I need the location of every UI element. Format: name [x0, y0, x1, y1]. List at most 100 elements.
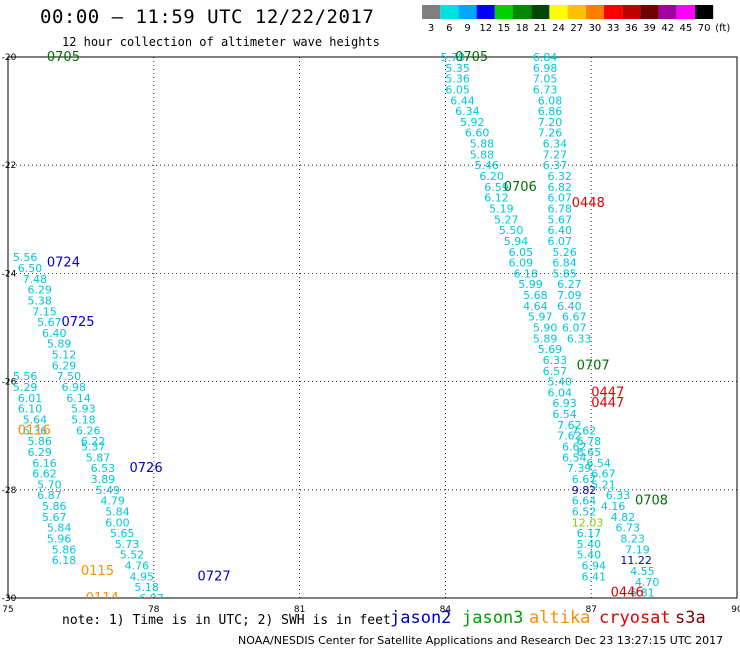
page-subtitle: 12 hour collection of altimeter wave hei…	[62, 35, 380, 49]
track-pass-label: 0724	[47, 256, 80, 271]
swh-value-label: 6.36	[23, 424, 48, 437]
swh-value-label: 6.09	[509, 257, 533, 270]
colorbar-swatch	[658, 5, 677, 19]
swh-value-label: 6.78	[577, 435, 602, 448]
swh-value-label: 5.97	[528, 311, 553, 324]
swh-value-label: 7.20	[538, 116, 563, 129]
track-pass-label: 0706	[504, 180, 537, 195]
swh-value-label: 4.68	[159, 635, 184, 648]
track-pass-label: 0705	[47, 50, 80, 65]
color-scale-bar: 3 6 9 12 15 18 21 24 27 30 33 36 39 42 45 70 (ft)	[422, 5, 730, 34]
swh-value-label: 5.21	[591, 478, 616, 491]
track-pass-label: 0447	[591, 396, 624, 411]
swh-value-label: 6.16	[32, 457, 57, 470]
swh-value-label: 6.32	[547, 170, 572, 183]
swh-value-label: 6.82	[547, 181, 572, 194]
colorbar-tick-label: 12	[479, 23, 492, 34]
track-pass-label: 0116	[18, 423, 51, 438]
footer-credit: NOAA/NESDIS Center for Satellite Applica…	[238, 634, 724, 647]
swh-value-label: 7.62	[572, 424, 597, 437]
colorbar-swatch	[676, 5, 695, 19]
swh-value-label: 5.87	[86, 451, 111, 464]
swh-value-label: 5.86	[42, 500, 67, 513]
y-tick-label: -28	[2, 486, 17, 496]
swh-value-label: 5.49	[95, 484, 120, 497]
swh-value-label: 5.69	[538, 343, 563, 356]
swh-value-label: 6.05	[445, 83, 470, 96]
swh-value-label: 6.93	[552, 397, 577, 410]
track-pass-label: 0708	[635, 494, 668, 509]
swh-value-label: 7.39	[567, 462, 592, 475]
swh-value-label: 5.19	[489, 202, 514, 215]
swh-value-label: 6.34	[543, 138, 568, 151]
track-pass-label: 0707	[577, 358, 610, 373]
colorbar-tick-label: 30	[589, 23, 602, 34]
colorbar-tick-label: 21	[534, 23, 547, 34]
swh-value-label: 6.10	[18, 403, 43, 416]
swh-value-label: 11.22	[620, 554, 652, 567]
swh-value-label: 6.81	[630, 587, 655, 600]
swh-value-label: 6.07	[547, 235, 572, 248]
swh-value-label: 5.96	[47, 532, 72, 545]
colorbar-tick-label: 39	[643, 23, 656, 34]
swh-value-label: 6.73	[533, 83, 558, 96]
swh-value-label: 3.89	[91, 473, 116, 486]
legend-jason2: jason2	[390, 608, 452, 628]
track-pass-label: 0448	[572, 196, 605, 211]
swh-value-label: 5.94	[504, 235, 528, 248]
swh-value-label: 6.40	[547, 224, 572, 237]
swh-value-label: 5.99	[518, 278, 543, 291]
swh-value-label: 6.65	[577, 446, 602, 459]
swh-value-label: 6.33	[567, 332, 592, 345]
swh-value-label: 5.29	[13, 381, 38, 394]
colorbar-swatch	[567, 5, 586, 19]
swh-value-label: 6.01	[18, 392, 43, 405]
swh-value-label: 4.70	[635, 576, 660, 589]
swh-value-label: 6.08	[538, 94, 563, 107]
x-tick-label: 78	[148, 605, 160, 615]
track-pass-label: 0705	[455, 50, 488, 65]
track-pass-label: 0114	[86, 591, 119, 606]
swh-value-label: 6.87	[37, 489, 62, 502]
swh-value-label: 8.23	[620, 532, 645, 545]
swh-value-label: 6.07	[547, 192, 572, 205]
swh-value-label: 6.78	[547, 202, 572, 215]
colorbar-swatch	[513, 5, 532, 19]
swh-value-label: 5.35	[445, 62, 470, 75]
swh-value-label: 6.29	[27, 284, 52, 297]
x-tick-label: 81	[294, 605, 305, 615]
swh-value-label: 6.17	[577, 527, 602, 540]
swh-value-label: 6.98	[533, 62, 558, 75]
colorbar-swatch	[494, 5, 513, 19]
swh-value-label: 6.34	[455, 105, 480, 118]
swh-value-label: 6.84	[533, 51, 558, 64]
track-pass-label: 0115	[81, 564, 114, 579]
x-tick-label: 75	[2, 605, 13, 615]
swh-value-label: 5.92	[460, 116, 485, 129]
swh-value-label: 7.62	[557, 430, 582, 443]
swh-value-label: 5.40	[577, 538, 602, 551]
swh-value-label: 5.70	[37, 478, 62, 491]
swh-value-label: 6.05	[509, 246, 533, 259]
map-frame	[7, 56, 738, 599]
swh-value-label: 5.50	[499, 224, 524, 237]
colorbar-tick-label: 70	[698, 23, 711, 34]
y-tick-label: -20	[2, 53, 17, 63]
swh-value-label: 5.12	[52, 349, 77, 362]
swh-value-label: 6.33	[543, 354, 568, 367]
colorbar-tick-label: 24	[552, 23, 565, 34]
swh-value-label: 6.57	[543, 365, 568, 378]
swh-value-label: 5.18	[134, 581, 159, 594]
x-tick-label: 84	[440, 605, 452, 615]
colorbar-swatch	[549, 5, 568, 19]
swh-value-label: 5.88	[470, 138, 495, 151]
page-title: 00:00 — 11:59 UTC 12/22/2017	[40, 6, 375, 28]
swh-value-label: 6.22	[81, 435, 106, 448]
colorbar-tick-label: 3	[428, 23, 434, 34]
swh-value-label: 6.54	[552, 408, 577, 421]
swh-value-label: 5.79	[441, 51, 466, 64]
y-tick-label: -22	[2, 161, 17, 171]
track-pass-label: 0447	[591, 385, 624, 400]
swh-value-label: 7.09	[557, 289, 582, 302]
